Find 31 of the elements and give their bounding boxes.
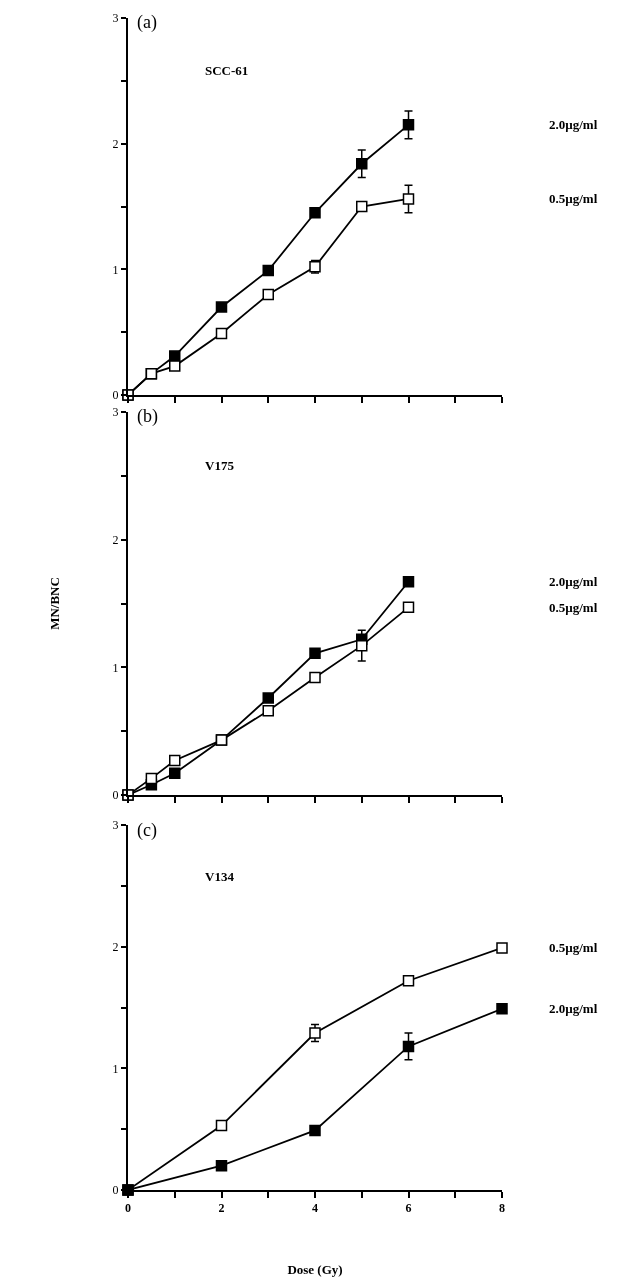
x-tick-label: 0 — [125, 1201, 131, 1216]
y-tick-label: 0 — [112, 1183, 119, 1198]
y-axis-title: MN/BNC — [47, 577, 63, 630]
text: 0.5µg/ml — [549, 600, 598, 615]
text: 2.0µg/ml — [549, 574, 598, 589]
y-tick-label: 1 — [112, 1061, 119, 1076]
x-tick-label: 6 — [405, 1201, 412, 1216]
y-tick-label: 1 — [112, 660, 119, 675]
annotation: SCC-61 — [205, 63, 249, 78]
y-tick-label: 1 — [112, 262, 119, 277]
x-tick-label: 4 — [312, 1201, 318, 1216]
text: 2.0µg/ml — [549, 117, 598, 132]
annotation: (b) — [137, 406, 158, 427]
y-tick-label: 2 — [112, 532, 119, 547]
y-tick-label: 3 — [112, 818, 119, 833]
y-tick-label: 0 — [112, 788, 119, 803]
x-tick-label: 2 — [218, 1201, 225, 1216]
y-tick-label: 2 — [112, 136, 119, 151]
text: 2.0µg/ml — [549, 1001, 598, 1016]
annotation: (c) — [137, 820, 157, 841]
y-tick-label: 3 — [112, 405, 119, 420]
annotation: (a) — [137, 12, 157, 33]
y-tick-label: 0 — [112, 388, 119, 403]
text: 0.5µg/ml — [549, 191, 598, 206]
x-tick-label: 8 — [499, 1201, 505, 1216]
text: 0.5µg/ml — [549, 940, 598, 955]
y-tick-label: 3 — [112, 11, 119, 26]
annotation: V175 — [205, 458, 235, 473]
y-tick-label: 2 — [112, 939, 119, 954]
x-axis-title: Dose (Gy) — [287, 1261, 343, 1277]
annotation: V134 — [205, 869, 235, 884]
